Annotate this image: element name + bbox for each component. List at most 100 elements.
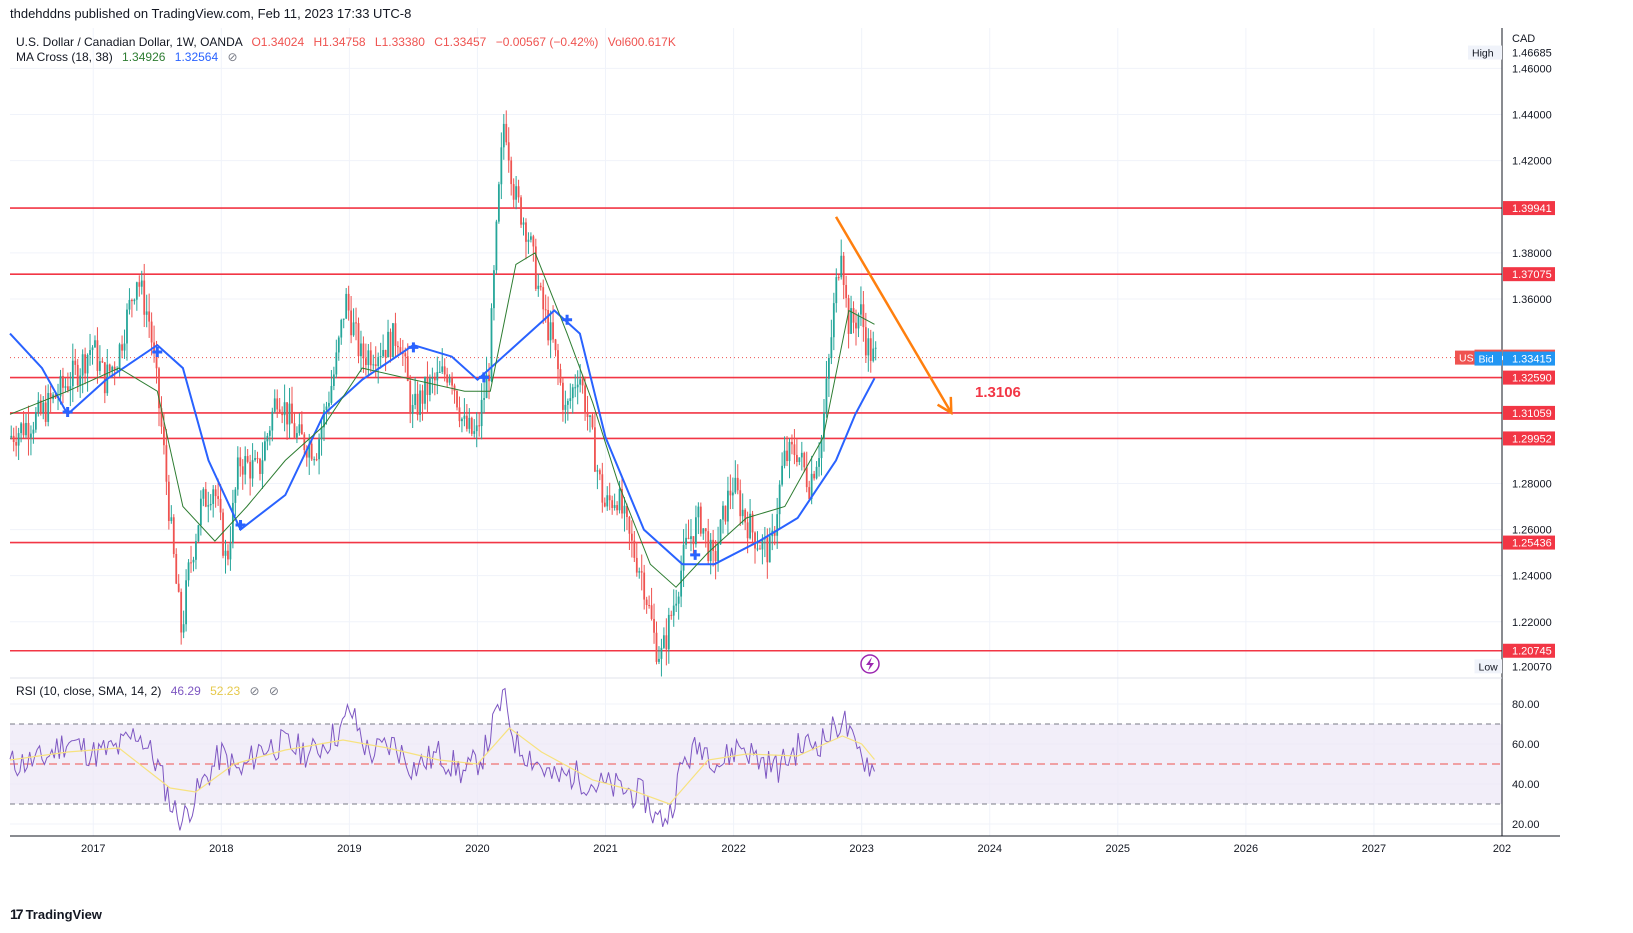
candle-body: [108, 364, 111, 371]
candle: [170, 505, 173, 524]
candle: [512, 178, 515, 208]
candle: [734, 460, 737, 495]
candle: [62, 367, 64, 404]
price-badge[interactable]: 1.29952: [1503, 431, 1555, 446]
candle-body: [131, 299, 133, 302]
visibility-off-icon[interactable]: ⊘: [249, 684, 259, 698]
candle-body: [638, 571, 641, 573]
tradingview-brand[interactable]: 17 TradingView: [10, 906, 102, 922]
candle-body: [845, 284, 848, 299]
publisher-line: thdehddns published on TradingView.com, …: [10, 6, 412, 21]
candle-body: [776, 514, 779, 536]
candle-body: [140, 280, 143, 287]
candle: [325, 401, 328, 425]
price-badge[interactable]: 1.37075: [1503, 267, 1555, 282]
candle-body: [12, 435, 15, 443]
price-badge[interactable]: 1.39941: [1503, 201, 1555, 216]
candle-body: [66, 386, 69, 391]
trend-arrow-shaft[interactable]: [834, 216, 953, 414]
price-badge[interactable]: 1.32590: [1503, 370, 1555, 385]
rsi-tick-label: 60.00: [1512, 739, 1540, 751]
candle: [643, 564, 646, 610]
candle-body: [603, 502, 606, 507]
target-price-label[interactable]: 1.3106: [975, 384, 1021, 401]
lightning-icon[interactable]: [860, 654, 880, 674]
candle-body: [27, 422, 30, 438]
candle-body: [596, 470, 599, 472]
legend-ma-slow: 1.32564: [175, 50, 219, 64]
candle: [27, 405, 30, 456]
candle: [131, 298, 133, 318]
candle: [537, 273, 540, 297]
price-axis[interactable]: CAD 1.46000 1.44000 1.42000 1.38000 1.36000 1.…: [1455, 33, 1555, 831]
candle: [591, 412, 594, 430]
candle-body: [229, 543, 232, 560]
candle-body: [160, 408, 163, 427]
candle-body: [756, 548, 759, 550]
price-badge-bg: [1503, 370, 1555, 385]
time-tick-label: 2025: [1106, 843, 1130, 855]
candle-body: [685, 537, 687, 545]
price-badge-tag-bg: [1474, 351, 1502, 366]
candle-body: [323, 410, 325, 428]
candle: [293, 411, 296, 439]
price-badge-value: 1.46685: [1512, 48, 1552, 60]
candle: [670, 610, 673, 620]
trend-arrow[interactable]: [834, 216, 953, 416]
candle: [852, 301, 855, 334]
price-badge[interactable]: 1.20070 Low: [1474, 659, 1552, 674]
candle-body: [751, 513, 754, 533]
candle-body: [793, 444, 796, 455]
candle-body: [495, 221, 498, 271]
candle: [84, 347, 87, 385]
candle: [409, 374, 412, 424]
visibility-off-icon[interactable]: ⊘: [228, 50, 238, 64]
candle-body: [547, 309, 550, 341]
trend-arrow-head[interactable]: [936, 396, 953, 416]
candle-body: [426, 376, 429, 395]
price-badge[interactable]: 1.46685 High: [1468, 45, 1552, 60]
visibility-off-icon[interactable]: ⊘: [269, 684, 279, 698]
candle-body: [800, 452, 803, 458]
price-badge[interactable]: 1.33415 Bid: [1474, 351, 1556, 366]
candle-body: [195, 541, 197, 560]
candle-body: [744, 509, 747, 523]
candle-body: [645, 599, 648, 606]
candle: [300, 411, 303, 435]
candle: [594, 412, 596, 473]
candle-body: [291, 403, 293, 424]
candle: [288, 387, 291, 439]
candle-body: [490, 308, 493, 382]
candle-body: [42, 402, 45, 413]
candle-body: [566, 400, 569, 405]
candle: [626, 503, 628, 531]
candle: [525, 218, 527, 260]
candle: [180, 588, 183, 645]
candle: [374, 346, 377, 378]
candle: [330, 370, 333, 405]
candle: [392, 322, 394, 358]
candle-body: [589, 415, 591, 418]
horizontal-levels[interactable]: [10, 207, 1502, 652]
candle-body: [867, 338, 870, 356]
rsi-lines: [9, 687, 875, 831]
price-badge[interactable]: 1.31059: [1503, 405, 1555, 420]
price-badge[interactable]: 1.25436: [1503, 535, 1555, 550]
candle: [832, 292, 835, 351]
candle: [874, 341, 877, 361]
price-badge-bg: [1503, 535, 1555, 550]
price-badge[interactable]: 1.20745: [1503, 643, 1555, 658]
candle: [808, 480, 811, 502]
candle: [828, 353, 830, 397]
candle: [81, 349, 84, 394]
candle-body: [874, 347, 877, 349]
time-axis[interactable]: 2017 2018 2019 2020 2021 2022 2023 2024 2025 2026…: [81, 843, 1511, 855]
candle-body: [32, 429, 35, 434]
candle-body: [554, 339, 557, 351]
candle-body: [392, 323, 394, 358]
time-tick-label: 2017: [81, 843, 105, 855]
candle: [736, 464, 739, 495]
candle: [611, 495, 614, 515]
candle: [96, 327, 99, 384]
